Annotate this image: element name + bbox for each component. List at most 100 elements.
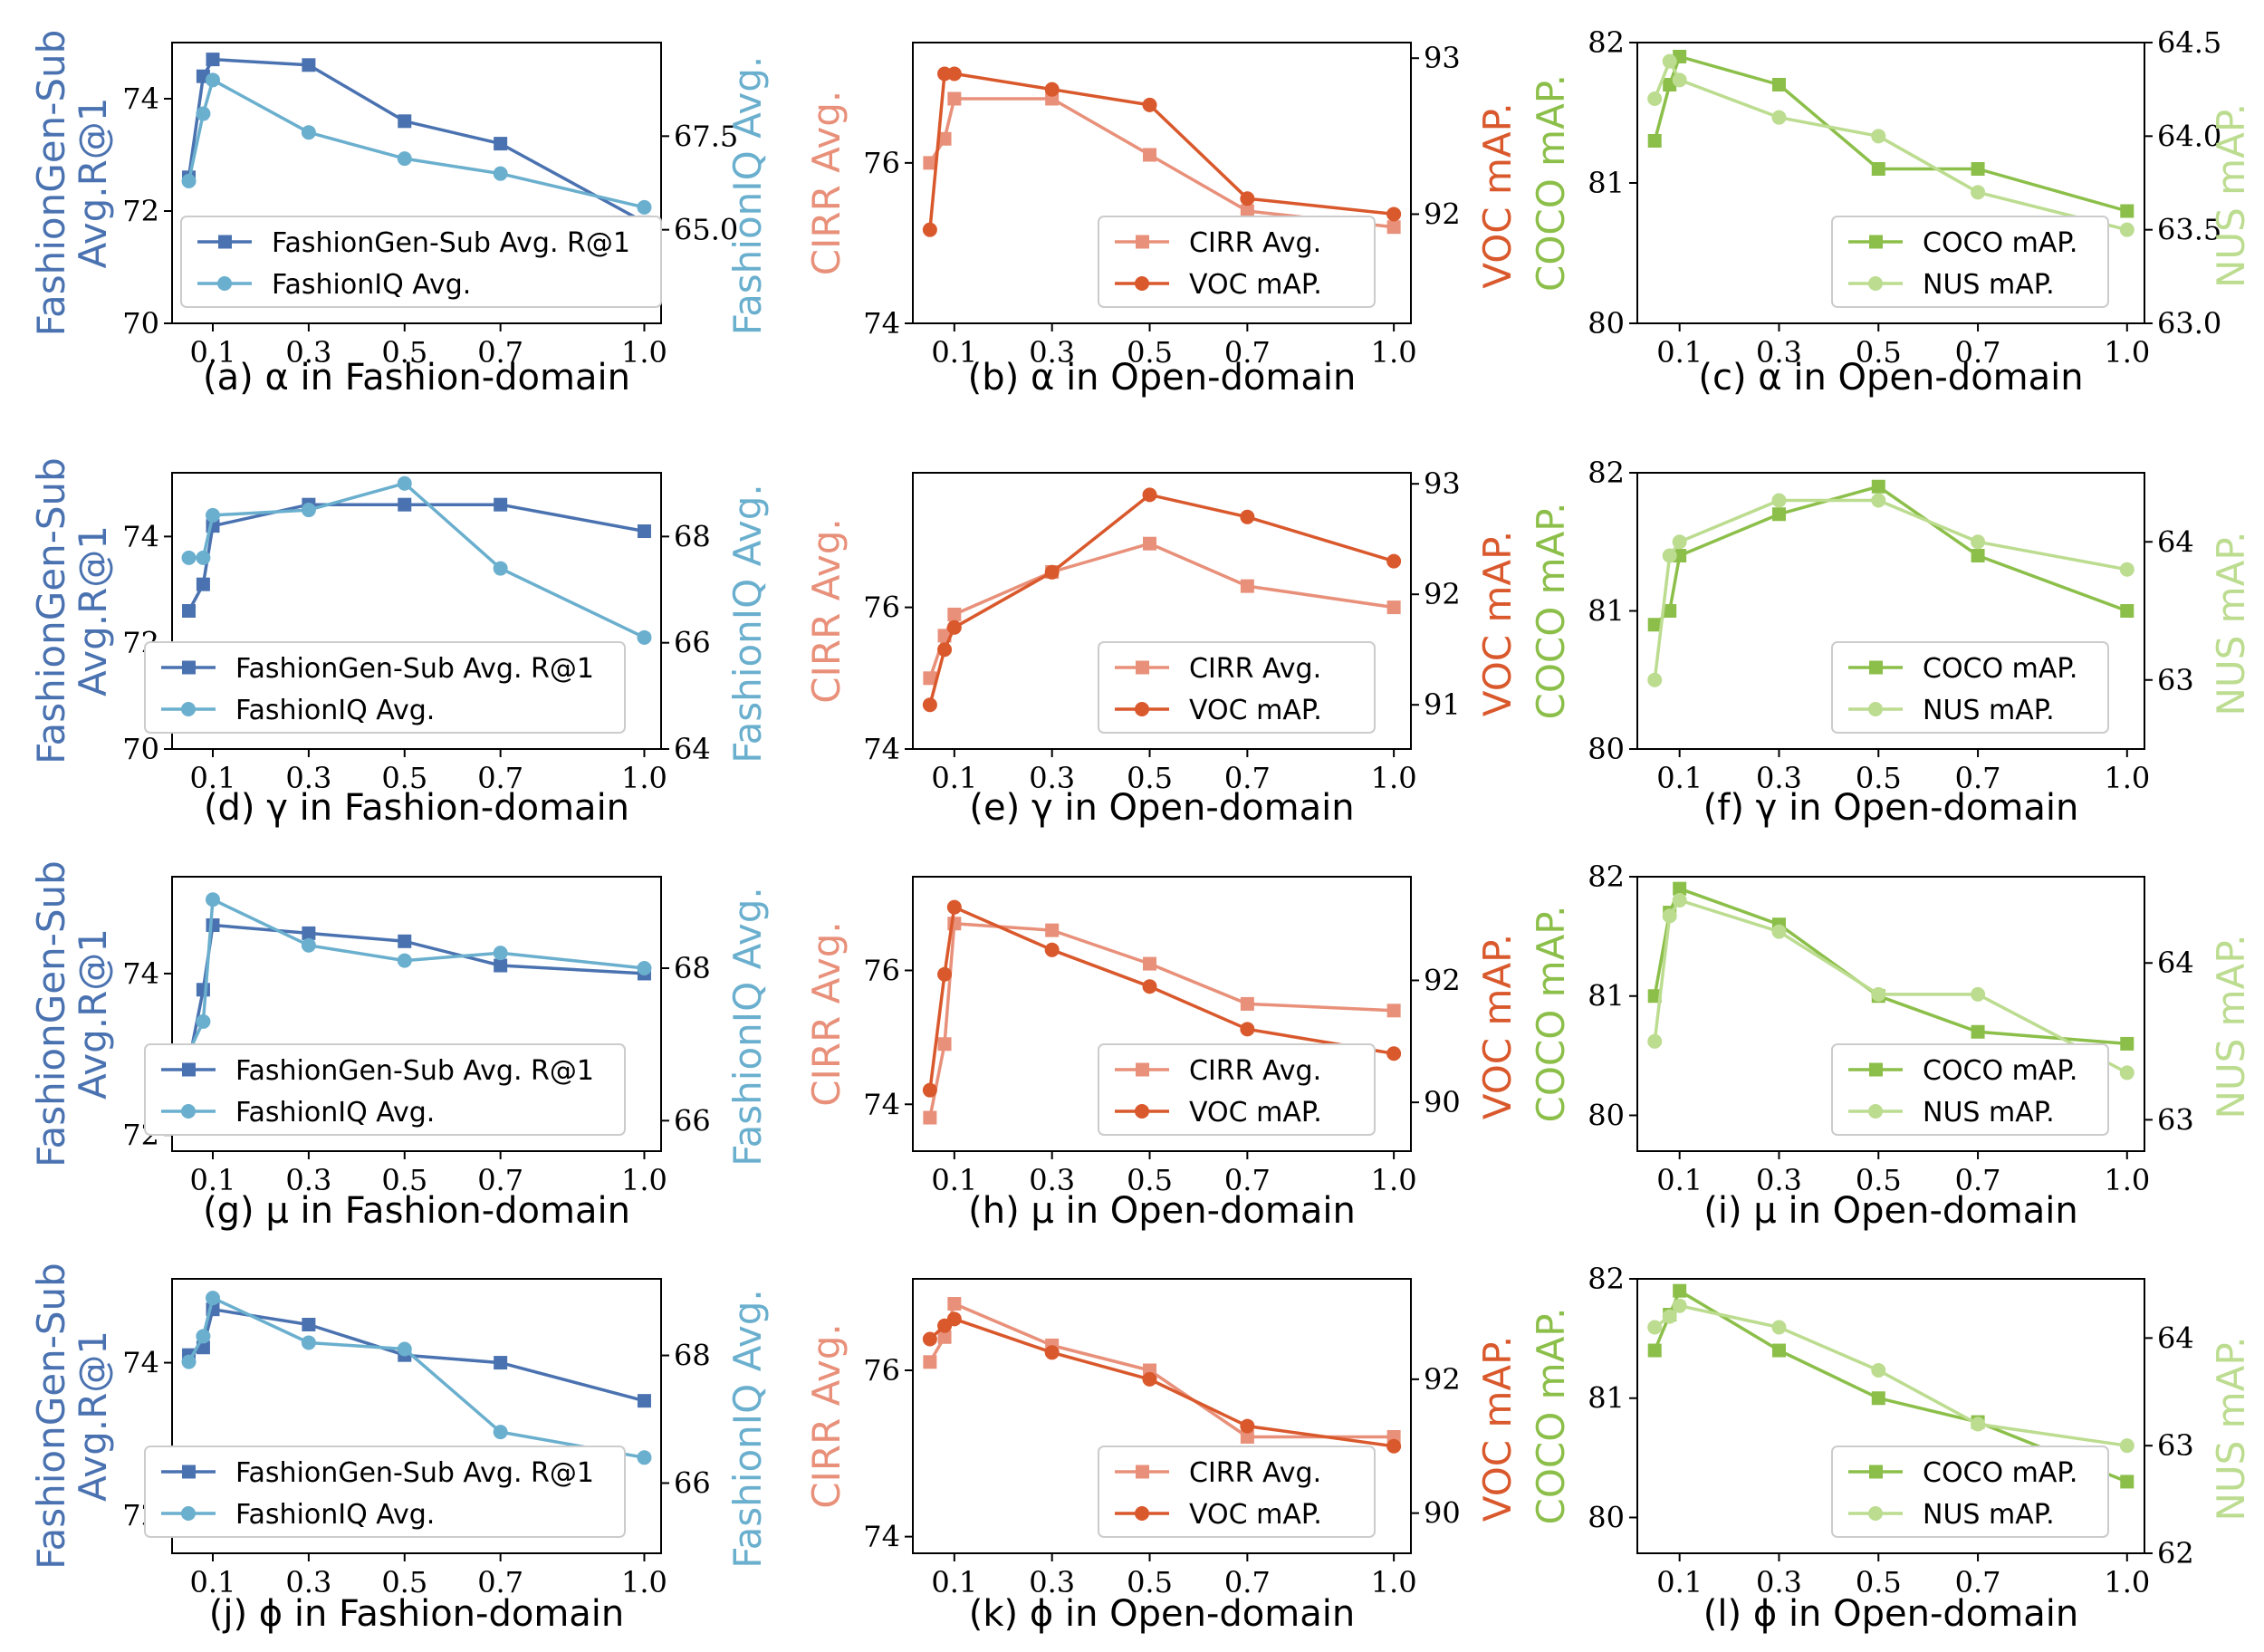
legend: CIRR Avg. VOC mAP. bbox=[1098, 641, 1376, 734]
chart-caption: (f) γ in Open-domain bbox=[1703, 787, 2079, 829]
x-tick-label: 0.1 bbox=[190, 1565, 236, 1599]
data-point-square bbox=[1971, 1024, 1985, 1039]
y-right-tick-label: 90 bbox=[1424, 1496, 1461, 1531]
y-axis-label-right: NUS mAP. bbox=[2209, 532, 2253, 716]
y-left-tick-label: 80 bbox=[1588, 306, 1625, 341]
data-point-square bbox=[1240, 1429, 1254, 1444]
y-right-tick-label: 66 bbox=[674, 1465, 711, 1500]
x-tick-label: 0.5 bbox=[381, 1163, 427, 1197]
chart-panel: 0.1 0.3 0.5 0.7 1.0 74 76 91 92 93 CIRR Avg. VOC mA… bbox=[804, 466, 1520, 829]
data-point-circle bbox=[1142, 487, 1157, 503]
chart-panel: 0.1 0.3 0.5 0.7 1.0707274646668FashionGen-Su… bbox=[29, 457, 770, 829]
data-point-circle bbox=[637, 199, 652, 215]
x-tick-label: 0.7 bbox=[1955, 1163, 2001, 1197]
data-point-circle bbox=[1240, 1418, 1255, 1434]
x-tick-label: 0.7 bbox=[1955, 1565, 2001, 1599]
data-point-square bbox=[1971, 549, 1985, 562]
x-tick-label: 0.3 bbox=[1029, 761, 1075, 795]
plot-frame bbox=[171, 472, 662, 750]
y-axis-label-left: CIRR Avg. bbox=[804, 518, 849, 704]
legend: COCO mAP. NUS mAP. bbox=[1831, 216, 2109, 308]
y-left-tick-label: 81 bbox=[1588, 594, 1625, 629]
legend-marker-square bbox=[1136, 235, 1149, 249]
data-point-circle bbox=[397, 953, 412, 968]
y-axis-label-left-line: FashionGen-Sub bbox=[29, 457, 73, 764]
y-axis-label-left: CIRR Avg. bbox=[804, 91, 849, 276]
legend-label: FashionIQ Avg. bbox=[235, 1499, 435, 1531]
y-axis-label-left-line: FashionGen-Sub bbox=[29, 30, 73, 337]
x-tick-label: 0.1 bbox=[190, 335, 236, 370]
y-axis-label-left: FashionGen-SubAvg.R@1 bbox=[29, 30, 115, 337]
legend: CIRR Avg. VOC mAP. bbox=[1098, 1446, 1376, 1538]
legend-marker-circle bbox=[1868, 1104, 1883, 1119]
y-left-tick-label: 82 bbox=[1588, 456, 1625, 490]
legend-box bbox=[144, 641, 626, 734]
data-point-square bbox=[923, 156, 937, 170]
data-point-square bbox=[182, 604, 197, 618]
legend-marker-square bbox=[182, 660, 196, 675]
x-tick-label: 0.3 bbox=[285, 335, 331, 370]
data-point-circle bbox=[1771, 1320, 1787, 1335]
data-point-circle bbox=[1871, 493, 1886, 508]
x-tick-label: 1.0 bbox=[1371, 761, 1417, 795]
data-point-square bbox=[1647, 618, 1662, 632]
legend-marker-circle bbox=[181, 1104, 196, 1119]
y-right-tick-label: 64 bbox=[2157, 1321, 2194, 1355]
legend-label: VOC mAP. bbox=[1189, 695, 1322, 726]
y-right-tick-label: 92 bbox=[1424, 963, 1461, 997]
series-line bbox=[187, 57, 646, 224]
y-left-tick-label: 81 bbox=[1588, 1381, 1625, 1416]
data-point-square bbox=[302, 1318, 316, 1331]
data-point-circle bbox=[301, 125, 316, 140]
legend-marker-square bbox=[1136, 660, 1149, 675]
y-right-tick-label: 92 bbox=[1424, 1362, 1461, 1397]
data-point-circle bbox=[1647, 91, 1663, 106]
data-point-circle bbox=[1044, 564, 1060, 580]
y-left-tick-label: 82 bbox=[1588, 1262, 1625, 1296]
y-left-tick-label: 72 bbox=[122, 194, 159, 228]
data-point-square bbox=[206, 917, 220, 932]
legend-label: CIRR Avg. bbox=[1189, 1055, 1321, 1087]
plot-frame bbox=[912, 472, 1412, 750]
data-point-square bbox=[1771, 507, 1786, 522]
y-axis-label-right: VOC mAP. bbox=[1475, 934, 1520, 1120]
legend-label: VOC mAP. bbox=[1189, 1097, 1322, 1129]
legend-marker-circle bbox=[1868, 1506, 1883, 1521]
x-tick-label: 0.7 bbox=[1955, 335, 2001, 370]
y-left-tick-label: 74 bbox=[122, 82, 159, 116]
x-tick-label: 0.5 bbox=[1127, 335, 1173, 370]
legend-box bbox=[180, 216, 662, 308]
legend-marker-circle bbox=[1135, 1506, 1149, 1521]
data-point-circle bbox=[946, 620, 962, 635]
data-point-circle bbox=[301, 503, 316, 518]
data-point-circle bbox=[493, 166, 508, 181]
x-tick-label: 0.5 bbox=[381, 335, 427, 370]
y-right-tick-label: 68 bbox=[674, 519, 711, 553]
data-point-circle bbox=[1142, 979, 1157, 994]
x-tick-label: 0.7 bbox=[477, 335, 523, 370]
legend: CIRR Avg. VOC mAP. bbox=[1098, 216, 1376, 308]
legend-label: COCO mAP. bbox=[1923, 227, 2077, 259]
data-point-square bbox=[302, 58, 316, 72]
y-left-tick-label: 74 bbox=[863, 1520, 900, 1554]
data-point-circle bbox=[2119, 1065, 2134, 1081]
data-point-circle bbox=[1240, 191, 1255, 206]
data-point-circle bbox=[206, 892, 220, 908]
y-axis-label-left: CIRR Avg. bbox=[804, 1323, 849, 1509]
data-point-square bbox=[1240, 204, 1254, 218]
y-axis-label-left-line: COCO mAP. bbox=[1529, 906, 1573, 1123]
data-point-circle bbox=[1971, 1417, 1986, 1432]
legend-marker-square bbox=[182, 1062, 196, 1077]
data-point-square bbox=[947, 91, 962, 106]
legend-label: FashionGen-Sub Avg. R@1 bbox=[235, 1457, 594, 1489]
x-tick-label: 0.1 bbox=[1656, 1565, 1703, 1599]
plot-frame bbox=[912, 876, 1412, 1152]
data-point-circle bbox=[181, 1354, 197, 1369]
y-left-tick-label: 74 bbox=[122, 519, 159, 553]
x-tick-label: 0.3 bbox=[1756, 1565, 1802, 1599]
y-axis-label-left-line: COCO mAP. bbox=[1529, 74, 1573, 292]
chart-panel: 0.1 0.3 0.5 0.7 1.0 70 72 74 65.0 67.5 FashionGen-… bbox=[29, 30, 770, 399]
series-line bbox=[187, 1307, 645, 1403]
data-point-circle bbox=[196, 1013, 211, 1029]
y-axis-label-left-line: CIRR Avg. bbox=[804, 921, 849, 1107]
